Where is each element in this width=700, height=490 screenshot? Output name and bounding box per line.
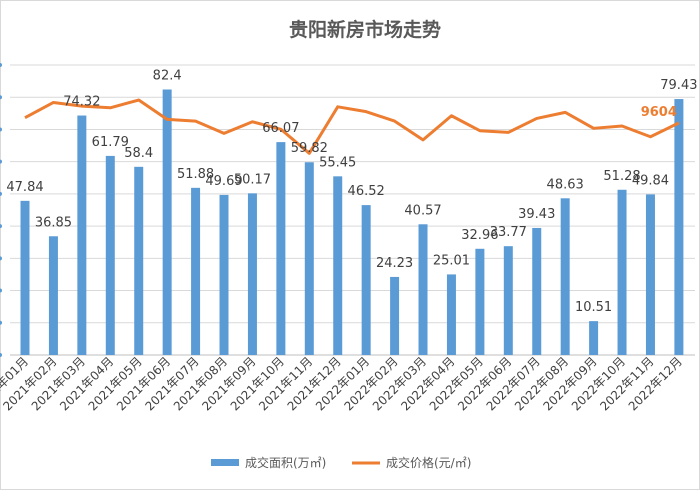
bar (20, 200, 30, 355)
y-tick-mark (0, 159, 2, 164)
bar-data-label: 51.88 (177, 167, 214, 182)
y-tick-mark (0, 127, 2, 132)
bar (617, 189, 627, 355)
bar (589, 321, 599, 355)
chart-title: 贵阳新房市场走势 (289, 18, 441, 41)
line-data-label: 9604 (641, 105, 677, 120)
bar (560, 198, 570, 355)
bar-data-label: 58.4 (124, 146, 153, 161)
bar-data-label: 50.17 (234, 172, 271, 187)
y-tick-mark (0, 320, 2, 325)
bar (105, 155, 115, 355)
bar-data-label: 66.07 (262, 121, 299, 136)
bar (446, 274, 456, 355)
bar (532, 227, 542, 355)
bar (333, 176, 343, 355)
bar (219, 194, 229, 355)
bar (418, 224, 428, 355)
bar (48, 236, 58, 355)
bar-data-label: 46.52 (348, 184, 385, 199)
y-tick-mark (0, 95, 2, 100)
bar-data-label: 33.77 (490, 225, 527, 240)
legend-line-label: 成交价格(元/㎡) (386, 455, 471, 470)
bar (674, 99, 684, 355)
price-line (24, 98, 680, 155)
bar-data-label: 59.82 (291, 141, 328, 156)
bar-data-label: 82.4 (153, 68, 182, 83)
bar-data-label: 79.43 (660, 78, 697, 93)
bar-data-label: 48.63 (547, 177, 584, 192)
y-tick-mark (0, 191, 2, 196)
y-tick-mark (0, 288, 2, 293)
bar-data-label: 24.23 (376, 256, 413, 271)
bar (162, 89, 172, 355)
bar-data-label: 10.51 (575, 300, 612, 315)
bar-data-label: 61.79 (92, 135, 129, 150)
bar-data-label: 49.84 (632, 173, 669, 188)
bar-data-label: 51.28 (603, 169, 640, 184)
bar (304, 162, 314, 355)
bar (276, 142, 286, 355)
legend: 成交面积(万㎡) 成交价格(元/㎡) (211, 455, 471, 470)
y-tick-mark (0, 224, 2, 229)
bar-data-label: 55.45 (319, 155, 356, 170)
legend-bar-swatch (211, 459, 239, 466)
legend-bar-label: 成交面积(万㎡) (245, 455, 326, 470)
bar (503, 246, 513, 355)
bar (361, 205, 371, 355)
y-tick-mark (0, 256, 2, 261)
bar (247, 193, 257, 355)
bar-data-label: 74.32 (63, 95, 100, 110)
bar (475, 248, 485, 355)
bar-data-label: 40.57 (404, 203, 441, 218)
bar-data-label: 47.84 (6, 180, 43, 195)
bar (77, 115, 87, 355)
bar (134, 166, 144, 355)
bar (390, 276, 400, 355)
bar-data-label: 49.69 (205, 174, 242, 189)
bar-data-label: 39.43 (518, 207, 555, 222)
y-tick-mark (0, 63, 2, 67)
bar (645, 194, 655, 355)
bar-data-label: 25.01 (433, 253, 470, 268)
bar (191, 187, 201, 355)
bar-data-label: 36.85 (35, 215, 72, 230)
y-tick-mark (0, 353, 2, 357)
bar-data-label: 32.96 (461, 228, 498, 243)
